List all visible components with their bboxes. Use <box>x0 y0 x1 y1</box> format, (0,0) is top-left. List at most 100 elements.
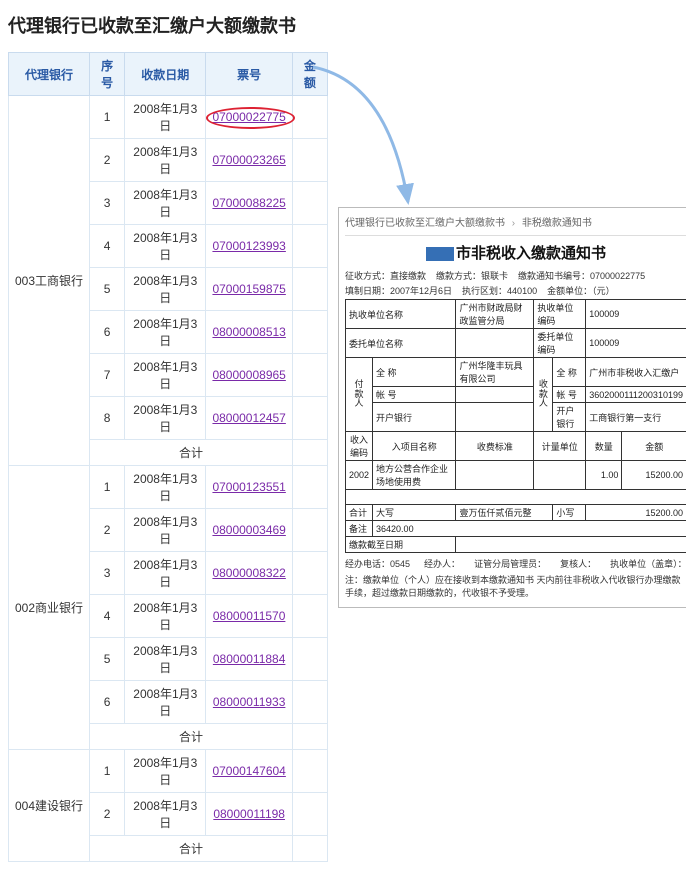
document-panel: 代理银行已收款至汇缴户大额缴款书 › 非税缴款通知书 市非税收入缴款通知书 征收… <box>338 207 686 608</box>
ticket-link[interactable]: 08000008322 <box>212 566 285 580</box>
table-row: 003工商银行12008年1月3日07000022775 <box>9 96 328 139</box>
meta-line-2: 填制日期：2007年12月6日执行区划：440100 金额单位：（元） <box>345 284 686 297</box>
meta-pair: 缴款方式：银联卡 <box>436 269 508 282</box>
amount-cell <box>292 638 327 681</box>
bank-cell: 003工商银行 <box>9 96 90 466</box>
bank-cell: 002商业银行 <box>9 466 90 750</box>
amount-cell <box>292 552 327 595</box>
meta-line-1: 征收方式：直接缴款缴款方式：银联卡缴款通知书编号：07000022775 <box>345 269 686 282</box>
ticket-cell: 08000008965 <box>206 354 292 397</box>
ticket-cell: 08000008513 <box>206 311 292 354</box>
meta-pair: 执行区划：440100 <box>462 284 537 297</box>
amount-cell <box>292 681 327 724</box>
page-title: 代理银行已收款至汇缴户大额缴款书 <box>8 12 686 38</box>
meta-pair: 填制日期：2007年12月6日 <box>345 284 452 297</box>
ticket-link[interactable]: 07000147604 <box>212 764 285 778</box>
amount-cell <box>292 750 327 793</box>
index-cell: 7 <box>90 354 125 397</box>
payer-side-label: 付款人 <box>346 358 373 432</box>
date-cell: 2008年1月3日 <box>125 466 206 509</box>
amount-cell <box>292 268 327 311</box>
payee-side-label: 收款人 <box>534 358 553 432</box>
meta-pair: 金额单位：（元） <box>547 284 615 297</box>
index-cell: 1 <box>90 750 125 793</box>
amount-cell <box>292 793 327 836</box>
amount-cell <box>292 354 327 397</box>
ticket-link[interactable]: 07000123551 <box>212 480 285 494</box>
ticket-link[interactable]: 07000123993 <box>212 239 285 253</box>
ticket-link[interactable]: 08000008965 <box>212 368 285 382</box>
index-cell: 5 <box>90 638 125 681</box>
footnote: 注：缴款单位（个人）应在接收到本缴款通知书 天内前往非税收入代收银行办理缴款手续… <box>345 573 686 599</box>
table-header: 收款日期 <box>125 53 206 96</box>
ticket-link[interactable]: 08000003469 <box>212 523 285 537</box>
index-cell: 3 <box>90 182 125 225</box>
index-cell: 1 <box>90 96 125 139</box>
ticket-link[interactable]: 08000011884 <box>213 652 286 666</box>
amount-cell <box>292 466 327 509</box>
ticket-cell: 07000022775 <box>206 96 292 139</box>
ticket-cell: 07000147604 <box>206 750 292 793</box>
ticket-cell: 07000123993 <box>206 225 292 268</box>
date-cell: 2008年1月3日 <box>125 182 206 225</box>
ticket-cell: 07000123551 <box>206 466 292 509</box>
ticket-cell: 07000088225 <box>206 182 292 225</box>
amount-cell <box>292 225 327 268</box>
footer-line: 经办电话：0545 经办人： 证管分局管理员： 复核人： 执收单位（盖章）： <box>345 557 686 570</box>
ticket-cell: 07000159875 <box>206 268 292 311</box>
arrow-icon <box>308 42 438 217</box>
date-cell: 2008年1月3日 <box>125 793 206 836</box>
date-cell: 2008年1月3日 <box>125 225 206 268</box>
ticket-link[interactable]: 08000011198 <box>213 807 285 821</box>
meta-pair: 缴款通知书编号：07000022775 <box>518 269 645 282</box>
ticket-link[interactable]: 07000088225 <box>212 196 285 210</box>
index-cell: 8 <box>90 397 125 440</box>
date-cell: 2008年1月3日 <box>125 595 206 638</box>
bank-cell: 004建设银行 <box>9 750 90 862</box>
ticket-link[interactable]: 07000159875 <box>212 282 285 296</box>
ticket-cell: 08000003469 <box>206 509 292 552</box>
date-cell: 2008年1月3日 <box>125 354 206 397</box>
date-cell: 2008年1月3日 <box>125 552 206 595</box>
table-row: 002商业银行12008年1月3日07000123551 <box>9 466 328 509</box>
date-cell: 2008年1月3日 <box>125 268 206 311</box>
ticket-cell: 08000011198 <box>206 793 292 836</box>
amount-cell <box>292 595 327 638</box>
meta-pair: 征收方式：直接缴款 <box>345 269 426 282</box>
ticket-cell: 08000012457 <box>206 397 292 440</box>
ticket-cell: 07000023265 <box>206 139 292 182</box>
date-cell: 2008年1月3日 <box>125 681 206 724</box>
ticket-link[interactable]: 08000008513 <box>212 325 285 339</box>
amount-cell <box>292 311 327 354</box>
table-header: 序号 <box>90 53 125 96</box>
breadcrumb-item: 非税缴款通知书 <box>522 218 592 229</box>
index-cell: 6 <box>90 681 125 724</box>
date-cell: 2008年1月3日 <box>125 139 206 182</box>
breadcrumb-item[interactable]: 代理银行已收款至汇缴户大额缴款书 <box>345 218 505 229</box>
index-cell: 2 <box>90 793 125 836</box>
index-cell: 2 <box>90 139 125 182</box>
date-cell: 2008年1月3日 <box>125 96 206 139</box>
ticket-cell: 08000011933 <box>206 681 292 724</box>
document-title: 市非税收入缴款通知书 <box>345 242 686 263</box>
index-cell: 4 <box>90 595 125 638</box>
ticket-link[interactable]: 08000011933 <box>213 695 286 709</box>
table-header: 票号 <box>206 53 292 96</box>
index-cell: 5 <box>90 268 125 311</box>
payment-table: 代理银行序号收款日期票号金额 003工商银行12008年1月3日07000022… <box>8 52 328 862</box>
amount-cell <box>292 397 327 440</box>
index-cell: 4 <box>90 225 125 268</box>
notice-form: 执收单位名称 广州市财政局财政监管分局 执收单位编码 100009 委托单位名称… <box>345 299 686 553</box>
amount-cell <box>292 509 327 552</box>
ticket-cell: 08000011884 <box>206 638 292 681</box>
ticket-link[interactable]: 08000012457 <box>212 411 285 425</box>
index-cell: 2 <box>90 509 125 552</box>
chevron-right-icon: › <box>512 218 515 229</box>
ticket-link[interactable]: 07000023265 <box>212 153 285 167</box>
date-cell: 2008年1月3日 <box>125 311 206 354</box>
date-cell: 2008年1月3日 <box>125 638 206 681</box>
ticket-cell: 08000008322 <box>206 552 292 595</box>
ticket-link[interactable]: 07000022775 <box>212 110 285 124</box>
table-header: 代理银行 <box>9 53 90 96</box>
ticket-link[interactable]: 08000011570 <box>213 609 286 623</box>
